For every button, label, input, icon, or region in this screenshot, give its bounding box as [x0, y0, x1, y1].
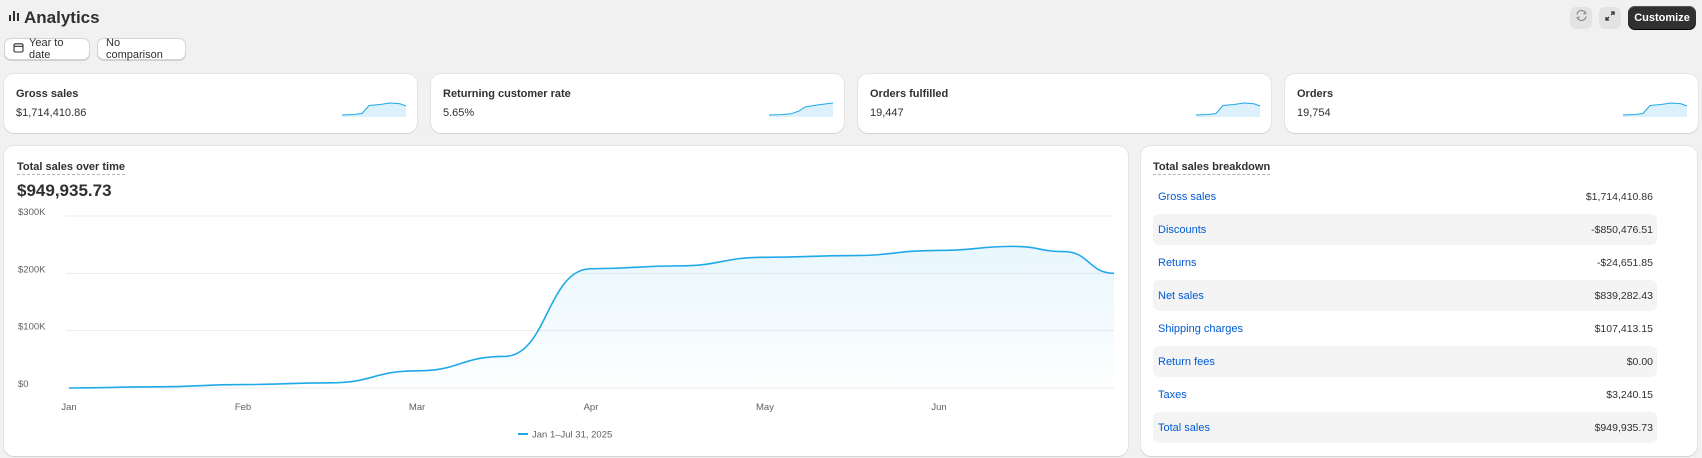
metric-card-gross-sales[interactable]: Gross sales $1,714,410.86 — [4, 74, 417, 133]
sales-line — [68, 245, 1115, 389]
breakdown-value: -$24,651.85 — [1596, 256, 1653, 269]
calendar-icon — [13, 42, 24, 56]
refresh-button[interactable] — [1570, 7, 1592, 29]
breakdown-row-returns: Returns -$24,651.85 — [1153, 247, 1657, 278]
breakdown-link[interactable]: Return fees — [1158, 355, 1215, 368]
sparkline-chart — [769, 102, 834, 117]
sales-area — [69, 246, 1114, 388]
breakdown-value: $1,714,410.86 — [1585, 190, 1653, 203]
legend-label: Jan 1–Jul 31, 2025 — [532, 430, 612, 441]
refresh-icon — [1575, 9, 1588, 27]
fullscreen-button[interactable] — [1599, 7, 1621, 29]
breakdown-value: -$850,476.51 — [1591, 223, 1653, 236]
y-tick-label: $0 — [18, 379, 29, 390]
x-tick-label: Jan — [61, 402, 76, 413]
breakdown-link[interactable]: Taxes — [1158, 388, 1187, 401]
y-tick-label: $300K — [18, 207, 46, 218]
date-range-button[interactable]: Year to date — [4, 37, 90, 61]
analytics-icon — [8, 9, 20, 27]
breakdown-value: $3,240.15 — [1606, 388, 1653, 401]
breakdown-row-shipping-charges: Shipping charges $107,413.15 — [1153, 313, 1657, 344]
metric-value: 19,754 — [1297, 107, 1331, 119]
y-tick-label: $200K — [18, 264, 46, 275]
comparison-label: No comparison — [106, 37, 163, 61]
expand-icon — [1604, 9, 1616, 27]
sparkline-chart — [1623, 102, 1688, 117]
breakdown-value: $0.00 — [1626, 355, 1653, 368]
metric-card-orders-fulfilled[interactable]: Orders fulfilled 19,447 — [858, 74, 1271, 133]
chart-total-value: $949,935.73 — [17, 181, 112, 200]
x-tick-label: May — [756, 402, 774, 413]
sales-breakdown-card: Total sales breakdown Gross sales $1,714… — [1141, 146, 1697, 456]
page-header: Analytics — [8, 7, 100, 29]
breakdown-link[interactable]: Gross sales — [1158, 190, 1217, 203]
breakdown-link[interactable]: Total sales — [1158, 421, 1210, 434]
metric-card-orders[interactable]: Orders 19,754 — [1285, 74, 1698, 133]
total-sales-chart-card: Total sales over time $949,935.73 $0 $100… — [4, 146, 1128, 456]
sparkline-chart — [342, 102, 407, 117]
metric-value: $1,714,410.86 — [16, 107, 87, 119]
breakdown-row-total-sales: Total sales $949,935.73 — [1153, 412, 1657, 443]
breakdown-row-taxes: Taxes $3,240.15 — [1153, 379, 1657, 410]
metric-label: Orders — [1297, 88, 1334, 100]
metric-value: 5.65% — [443, 107, 475, 119]
breakdown-link[interactable]: Shipping charges — [1158, 322, 1244, 335]
metric-label: Orders fulfilled — [870, 88, 949, 100]
breakdown-row-return-fees: Return fees $0.00 — [1153, 346, 1657, 377]
breakdown-row-net-sales: Net sales $839,282.43 — [1153, 280, 1657, 311]
breakdown-value: $839,282.43 — [1594, 289, 1653, 302]
breakdown-value: $949,935.73 — [1594, 421, 1653, 434]
breakdown-row-gross-sales: Gross sales $1,714,410.86 — [1153, 181, 1657, 212]
breakdown-link[interactable]: Returns — [1158, 256, 1197, 269]
breakdown-value: $107,413.15 — [1594, 322, 1653, 335]
breakdown-link[interactable]: Discounts — [1158, 223, 1207, 236]
date-range-label: Year to date — [29, 37, 64, 61]
x-tick-label: Mar — [409, 402, 425, 413]
metric-card-returning-customer-rate[interactable]: Returning customer rate 5.65% — [431, 74, 844, 133]
x-tick-label: Feb — [235, 402, 251, 413]
y-tick-label: $100K — [18, 322, 46, 333]
breakdown-row-discounts: Discounts -$850,476.51 — [1153, 214, 1657, 245]
x-tick-label: Apr — [584, 402, 599, 413]
breakdown-title[interactable]: Total sales breakdown — [1153, 161, 1271, 175]
sparkline-chart — [1196, 102, 1261, 117]
x-tick-label: Jun — [931, 402, 946, 413]
comparison-button[interactable]: No comparison — [97, 37, 186, 61]
metric-label: Returning customer rate — [443, 88, 571, 100]
customize-button[interactable]: Customize — [1628, 6, 1696, 29]
page-title: Analytics — [24, 8, 100, 27]
sales-line-chart: $0 $100K $200K $300K Jan Feb Mar Apr May Jun Jan… — [18, 207, 1115, 441]
metric-label: Gross sales — [16, 88, 79, 100]
breakdown-link[interactable]: Net sales — [1158, 289, 1204, 302]
metric-value: 19,447 — [870, 107, 904, 119]
chart-title[interactable]: Total sales over time — [17, 161, 126, 175]
chart-legend: Jan 1–Jul 31, 2025 — [518, 430, 612, 441]
